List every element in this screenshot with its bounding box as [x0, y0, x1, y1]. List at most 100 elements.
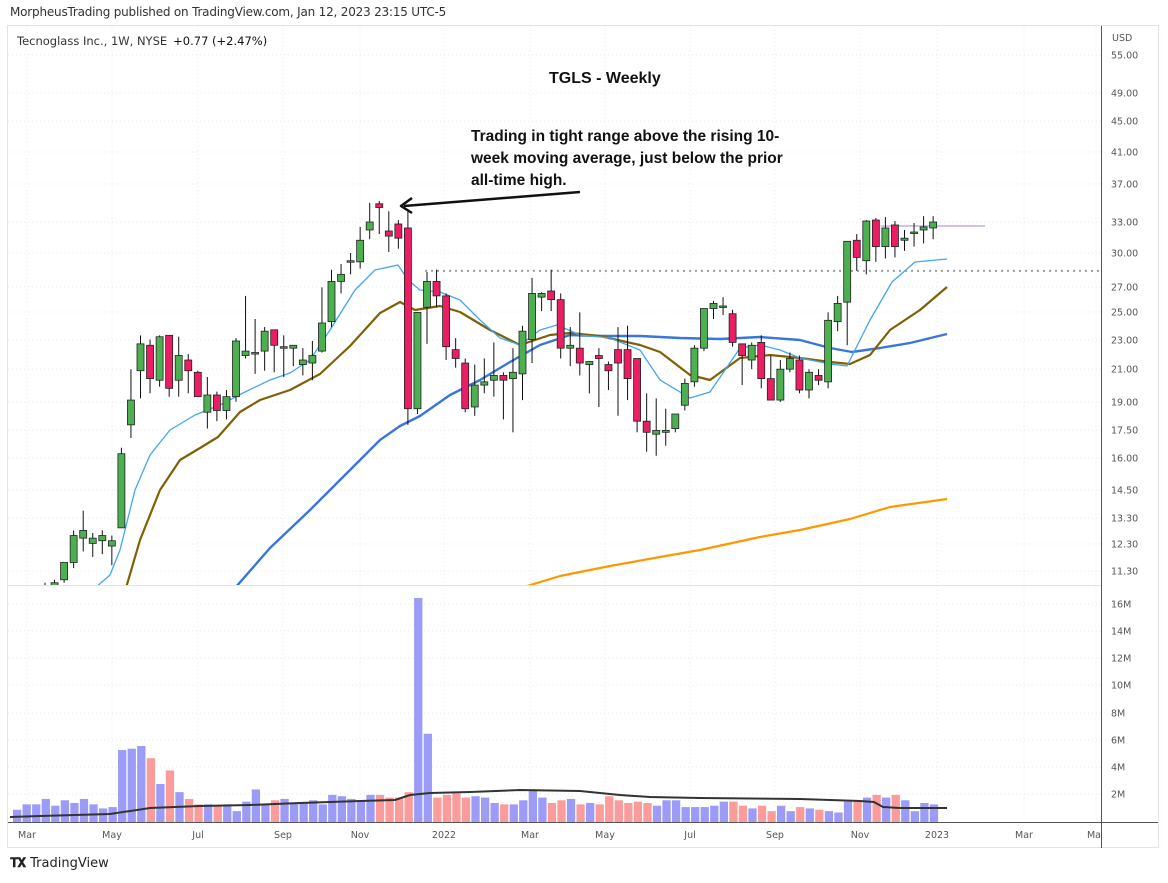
candle	[413, 312, 422, 410]
candle	[814, 375, 823, 381]
candle	[556, 299, 565, 349]
time-tick: Mar	[18, 830, 36, 841]
candle	[728, 313, 737, 343]
candle	[50, 582, 59, 585]
time-tick: May	[595, 830, 615, 841]
candle	[136, 343, 145, 372]
time-tick: Sep	[766, 830, 784, 841]
candle	[308, 355, 317, 364]
volume-tick: 16M	[1111, 600, 1131, 611]
candle	[805, 371, 813, 391]
time-tick: 2022	[432, 830, 456, 841]
price-tick: 25.00	[1111, 308, 1138, 319]
candle	[155, 336, 164, 381]
ma50-line	[236, 332, 948, 585]
candle	[604, 364, 613, 372]
candle	[833, 303, 842, 323]
candle	[843, 240, 852, 303]
price-tick: 11.30	[1111, 567, 1138, 578]
footer-brand-label: TradingView	[30, 856, 109, 871]
candle	[518, 330, 527, 375]
candle	[375, 203, 384, 208]
candle	[289, 344, 298, 349]
candle	[298, 359, 307, 365]
time-tick: 2023	[925, 830, 949, 841]
candle	[88, 537, 97, 544]
price-tick: 13.30	[1111, 514, 1138, 525]
candles	[44, 200, 938, 585]
volume-ma-line	[9, 788, 947, 818]
candle	[614, 349, 622, 364]
time-axis[interactable]: Mar May Jul Sep Nov 2022 Mar May Jul Sep Nov 2023 Ma…	[18, 830, 1101, 841]
price-tick: 49.00	[1111, 89, 1138, 100]
candle	[709, 303, 718, 309]
candle	[470, 384, 479, 408]
price-tick: 17.50	[1111, 426, 1138, 437]
volume-tick: 8M	[1111, 709, 1125, 720]
grid	[8, 26, 1101, 822]
candle	[738, 343, 747, 356]
candle	[719, 305, 727, 308]
chart-title-annotation: TGLS - Weekly	[549, 70, 661, 87]
candle	[403, 227, 412, 410]
published-line: MorpheusTrading published on TradingView…	[10, 5, 447, 19]
volume-tick: 10M	[1111, 681, 1131, 692]
candle	[499, 375, 508, 381]
candle	[107, 540, 116, 547]
chart-frame	[7, 25, 1159, 848]
candle	[260, 330, 269, 352]
price-tick: 23.00	[1111, 336, 1138, 347]
candle	[786, 358, 794, 370]
candle	[871, 219, 880, 247]
candle	[346, 260, 355, 263]
candle	[680, 383, 689, 406]
candle	[193, 371, 202, 398]
candle	[585, 361, 594, 365]
price-tick: 19.00	[1111, 398, 1138, 409]
time-tick: Jul	[683, 830, 695, 841]
volume-axis[interactable]: 16M 14M 12M 10M 8M 6M 4M 2M	[1111, 600, 1131, 801]
candle	[279, 346, 288, 349]
candle	[232, 340, 240, 398]
candle	[766, 378, 775, 401]
time-tick: Mar	[1015, 830, 1033, 841]
candle	[575, 347, 584, 364]
candle	[270, 329, 279, 346]
candle	[776, 368, 785, 401]
volume-bars	[9, 598, 947, 822]
candle	[509, 371, 517, 380]
candle	[251, 352, 260, 355]
ma200-line	[526, 497, 948, 585]
time-tick: Ma	[1087, 830, 1101, 841]
candle	[327, 280, 336, 323]
candle	[365, 221, 374, 231]
candle	[862, 220, 871, 262]
candle	[117, 453, 126, 529]
candle	[222, 396, 231, 411]
candle	[661, 430, 670, 433]
price-tick: 33.00	[1111, 218, 1138, 229]
price-axis[interactable]: USD 55.00 49.00 45.00 41.00 37.00 33.00 30.00 27…	[1111, 33, 1138, 578]
candle	[98, 535, 107, 542]
candle	[891, 224, 899, 247]
candle	[623, 349, 632, 380]
ma10-line	[97, 258, 948, 585]
price-tick: 30.00	[1111, 249, 1138, 260]
candle	[919, 226, 928, 231]
candle	[700, 308, 708, 349]
candle	[566, 344, 575, 349]
candle	[652, 430, 661, 435]
volume-tick: 12M	[1111, 654, 1131, 665]
candle	[423, 280, 431, 308]
price-tick: 12.30	[1111, 540, 1138, 551]
symbol-legend: Tecnoglass Inc., 1W, NYSE +0.77 (+2.47%)	[17, 34, 267, 48]
ma20-line	[125, 286, 948, 585]
time-tick: Mar	[521, 830, 539, 841]
footer-brand[interactable]: 𝐓𝐗 TradingView	[10, 856, 109, 871]
candle	[633, 358, 641, 422]
candle	[184, 359, 193, 372]
price-tick: 37.00	[1111, 180, 1138, 191]
candle	[480, 381, 489, 386]
price-change: +0.77 (+2.47%)	[173, 34, 268, 48]
